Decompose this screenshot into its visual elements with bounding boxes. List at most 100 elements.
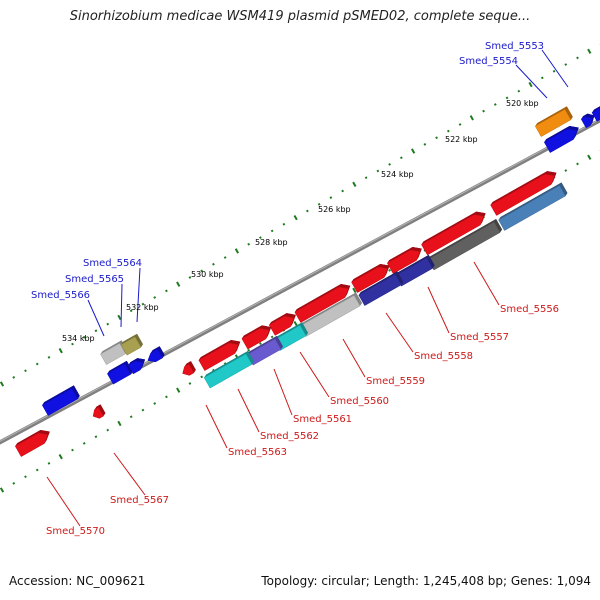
- gene-label: Smed_5570: [46, 526, 105, 537]
- minor-tick: [12, 375, 16, 379]
- accession-text: Accession: NC_009621: [9, 574, 146, 588]
- minor-tick: [188, 276, 192, 279]
- minor-tick: [82, 442, 86, 445]
- leader-line: [237, 388, 260, 433]
- minor-tick: [482, 109, 485, 113]
- minor-tick: [106, 428, 110, 432]
- cds-feature: [100, 340, 128, 365]
- gene-label: Smed_5560: [330, 396, 389, 407]
- major-tick: [410, 148, 416, 154]
- cds-feature: [358, 271, 404, 306]
- major-tick: [469, 115, 474, 121]
- upper-tick-line: [0, 44, 600, 387]
- minor-tick: [106, 322, 110, 326]
- minor-tick: [341, 189, 344, 193]
- cds-feature: [92, 404, 106, 419]
- feature-tracks: [14, 106, 600, 457]
- minor-tick: [24, 475, 27, 479]
- minor-tick: [247, 242, 251, 246]
- minor-tick: [188, 382, 192, 385]
- minor-tick: [141, 408, 145, 412]
- leader-line: [541, 49, 569, 88]
- minor-tick: [165, 289, 168, 293]
- minor-tick: [270, 335, 274, 339]
- major-tick: [0, 487, 5, 493]
- major-tick: [58, 454, 63, 460]
- cds-feature: [14, 429, 50, 457]
- backbone-highlight: [0, 118, 600, 442]
- minor-tick: [165, 395, 168, 399]
- scale-label: 524 kbp: [381, 170, 414, 179]
- leader-line: [87, 299, 105, 337]
- gene-label: Smed_5554: [459, 56, 518, 67]
- minor-tick: [317, 202, 321, 206]
- leader-line: [205, 404, 228, 449]
- gene-label: Smed_5565: [65, 274, 124, 285]
- major-tick: [587, 48, 592, 54]
- minor-tick: [200, 375, 204, 379]
- scale-label: 532 kbp: [126, 303, 159, 312]
- leader-line: [385, 312, 414, 353]
- cds-feature: [299, 292, 362, 337]
- major-tick: [176, 387, 181, 393]
- major-tick: [117, 314, 122, 321]
- minor-tick: [329, 196, 333, 200]
- cds-feature: [490, 171, 557, 216]
- minor-tick: [200, 269, 204, 273]
- minor-tick: [576, 162, 579, 166]
- cds-feature: [421, 211, 486, 256]
- cds-feature: [580, 113, 595, 129]
- major-tick: [528, 81, 533, 88]
- gene-label: Smed_5566: [31, 290, 90, 301]
- leader-line: [46, 476, 81, 527]
- labels: 520 kbp 522 kbp 524 kbp 526 kbp 528 kbp 530 k…: [31, 41, 559, 537]
- cds-feature: [268, 313, 296, 336]
- scale-ticks: [0, 44, 600, 493]
- cds-feature: [182, 361, 196, 376]
- minor-tick: [388, 163, 391, 166]
- minor-tick: [212, 262, 215, 266]
- minor-tick: [153, 402, 157, 405]
- major-tick: [58, 348, 63, 354]
- major-tick: [293, 214, 298, 221]
- major-tick: [352, 287, 357, 294]
- minor-tick: [47, 462, 51, 465]
- cds-feature: [395, 254, 435, 287]
- leader-line: [299, 351, 330, 398]
- leader-line: [473, 261, 500, 306]
- minor-tick: [552, 69, 556, 73]
- minor-tick: [94, 435, 98, 439]
- gene-label: Smed_5558: [414, 351, 473, 362]
- minor-tick: [388, 269, 391, 272]
- scale-label: 520 kbp: [506, 99, 539, 108]
- minor-tick: [282, 222, 286, 226]
- minor-tick: [564, 63, 568, 66]
- minor-tick: [376, 169, 380, 173]
- cds-feature: [543, 125, 579, 153]
- minor-tick: [540, 76, 544, 80]
- minor-tick: [446, 129, 450, 133]
- minor-tick: [24, 369, 27, 373]
- minor-tick: [423, 143, 427, 146]
- scale-label: 522 kbp: [445, 135, 478, 144]
- cds-feature: [498, 182, 568, 231]
- leader-line: [113, 452, 146, 496]
- cds-feature: [241, 325, 272, 350]
- leader-line: [427, 286, 450, 334]
- minor-tick: [94, 329, 98, 333]
- minor-tick: [35, 362, 39, 366]
- cds-feature: [203, 350, 254, 389]
- leader-line: [515, 64, 548, 99]
- scale-label: 530 kbp: [191, 270, 224, 279]
- cds-feature: [120, 333, 143, 356]
- backbone-track: [0, 118, 600, 445]
- minor-tick: [71, 342, 74, 346]
- major-tick: [176, 281, 181, 287]
- cds-feature: [351, 263, 390, 293]
- gene-label: Smed_5561: [293, 414, 352, 425]
- gene-label: Smed_5556: [500, 304, 559, 315]
- cds-feature: [427, 219, 503, 271]
- cds-feature: [534, 106, 573, 137]
- minor-tick: [259, 342, 262, 345]
